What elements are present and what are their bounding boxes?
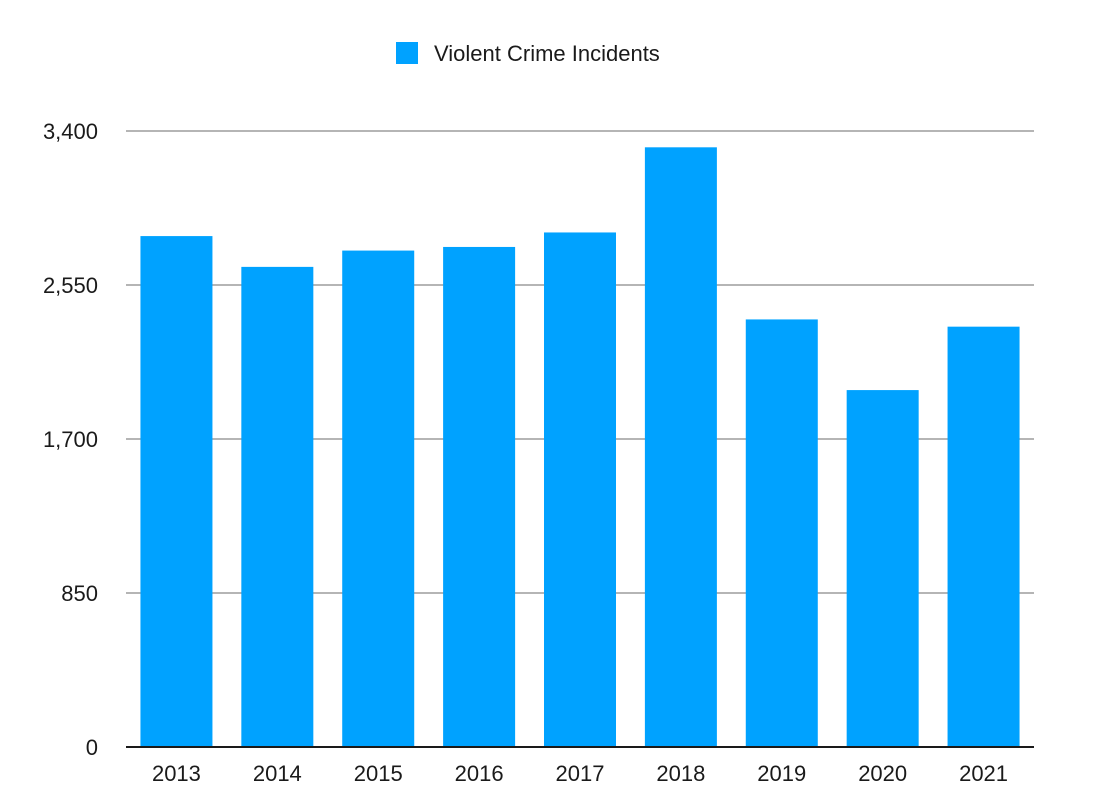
y-tick-label: 3,400 bbox=[43, 119, 98, 144]
bar-2019 bbox=[745, 319, 818, 747]
bar-2016 bbox=[443, 246, 516, 747]
legend-swatch bbox=[396, 42, 418, 64]
x-tick-label-2016: 2016 bbox=[455, 761, 504, 786]
bar-2021 bbox=[947, 326, 1020, 747]
y-axis-tick-labels: 0 850 1,700 2,550 3,400 bbox=[43, 119, 98, 760]
x-tick-label-2014: 2014 bbox=[253, 761, 302, 786]
x-tick-label-2020: 2020 bbox=[858, 761, 907, 786]
y-tick-label: 1,700 bbox=[43, 427, 98, 452]
bar-2015 bbox=[342, 250, 415, 747]
bar-2017 bbox=[544, 232, 616, 748]
legend-label: Violent Crime Incidents bbox=[434, 41, 660, 66]
x-tick-label-2015: 2015 bbox=[354, 761, 403, 786]
y-tick-label: 0 bbox=[86, 735, 98, 760]
x-tick-label-2013: 2013 bbox=[152, 761, 201, 786]
y-tick-label: 850 bbox=[61, 581, 98, 606]
bars bbox=[140, 147, 1020, 748]
bar-2020 bbox=[846, 390, 919, 747]
bar-2013 bbox=[140, 236, 213, 748]
x-axis-tick-labels: 2013 2014 2015 2016 2017 2018 2019 2020 2021 bbox=[152, 761, 1008, 786]
x-tick-label-2017: 2017 bbox=[556, 761, 605, 786]
x-tick-label-2019: 2019 bbox=[757, 761, 806, 786]
bar-2014 bbox=[241, 266, 314, 747]
x-tick-label-2021: 2021 bbox=[959, 761, 1008, 786]
bar-2018 bbox=[644, 147, 717, 747]
y-tick-label: 2,550 bbox=[43, 273, 98, 298]
legend: Violent Crime Incidents bbox=[396, 41, 660, 66]
x-tick-label-2018: 2018 bbox=[656, 761, 705, 786]
